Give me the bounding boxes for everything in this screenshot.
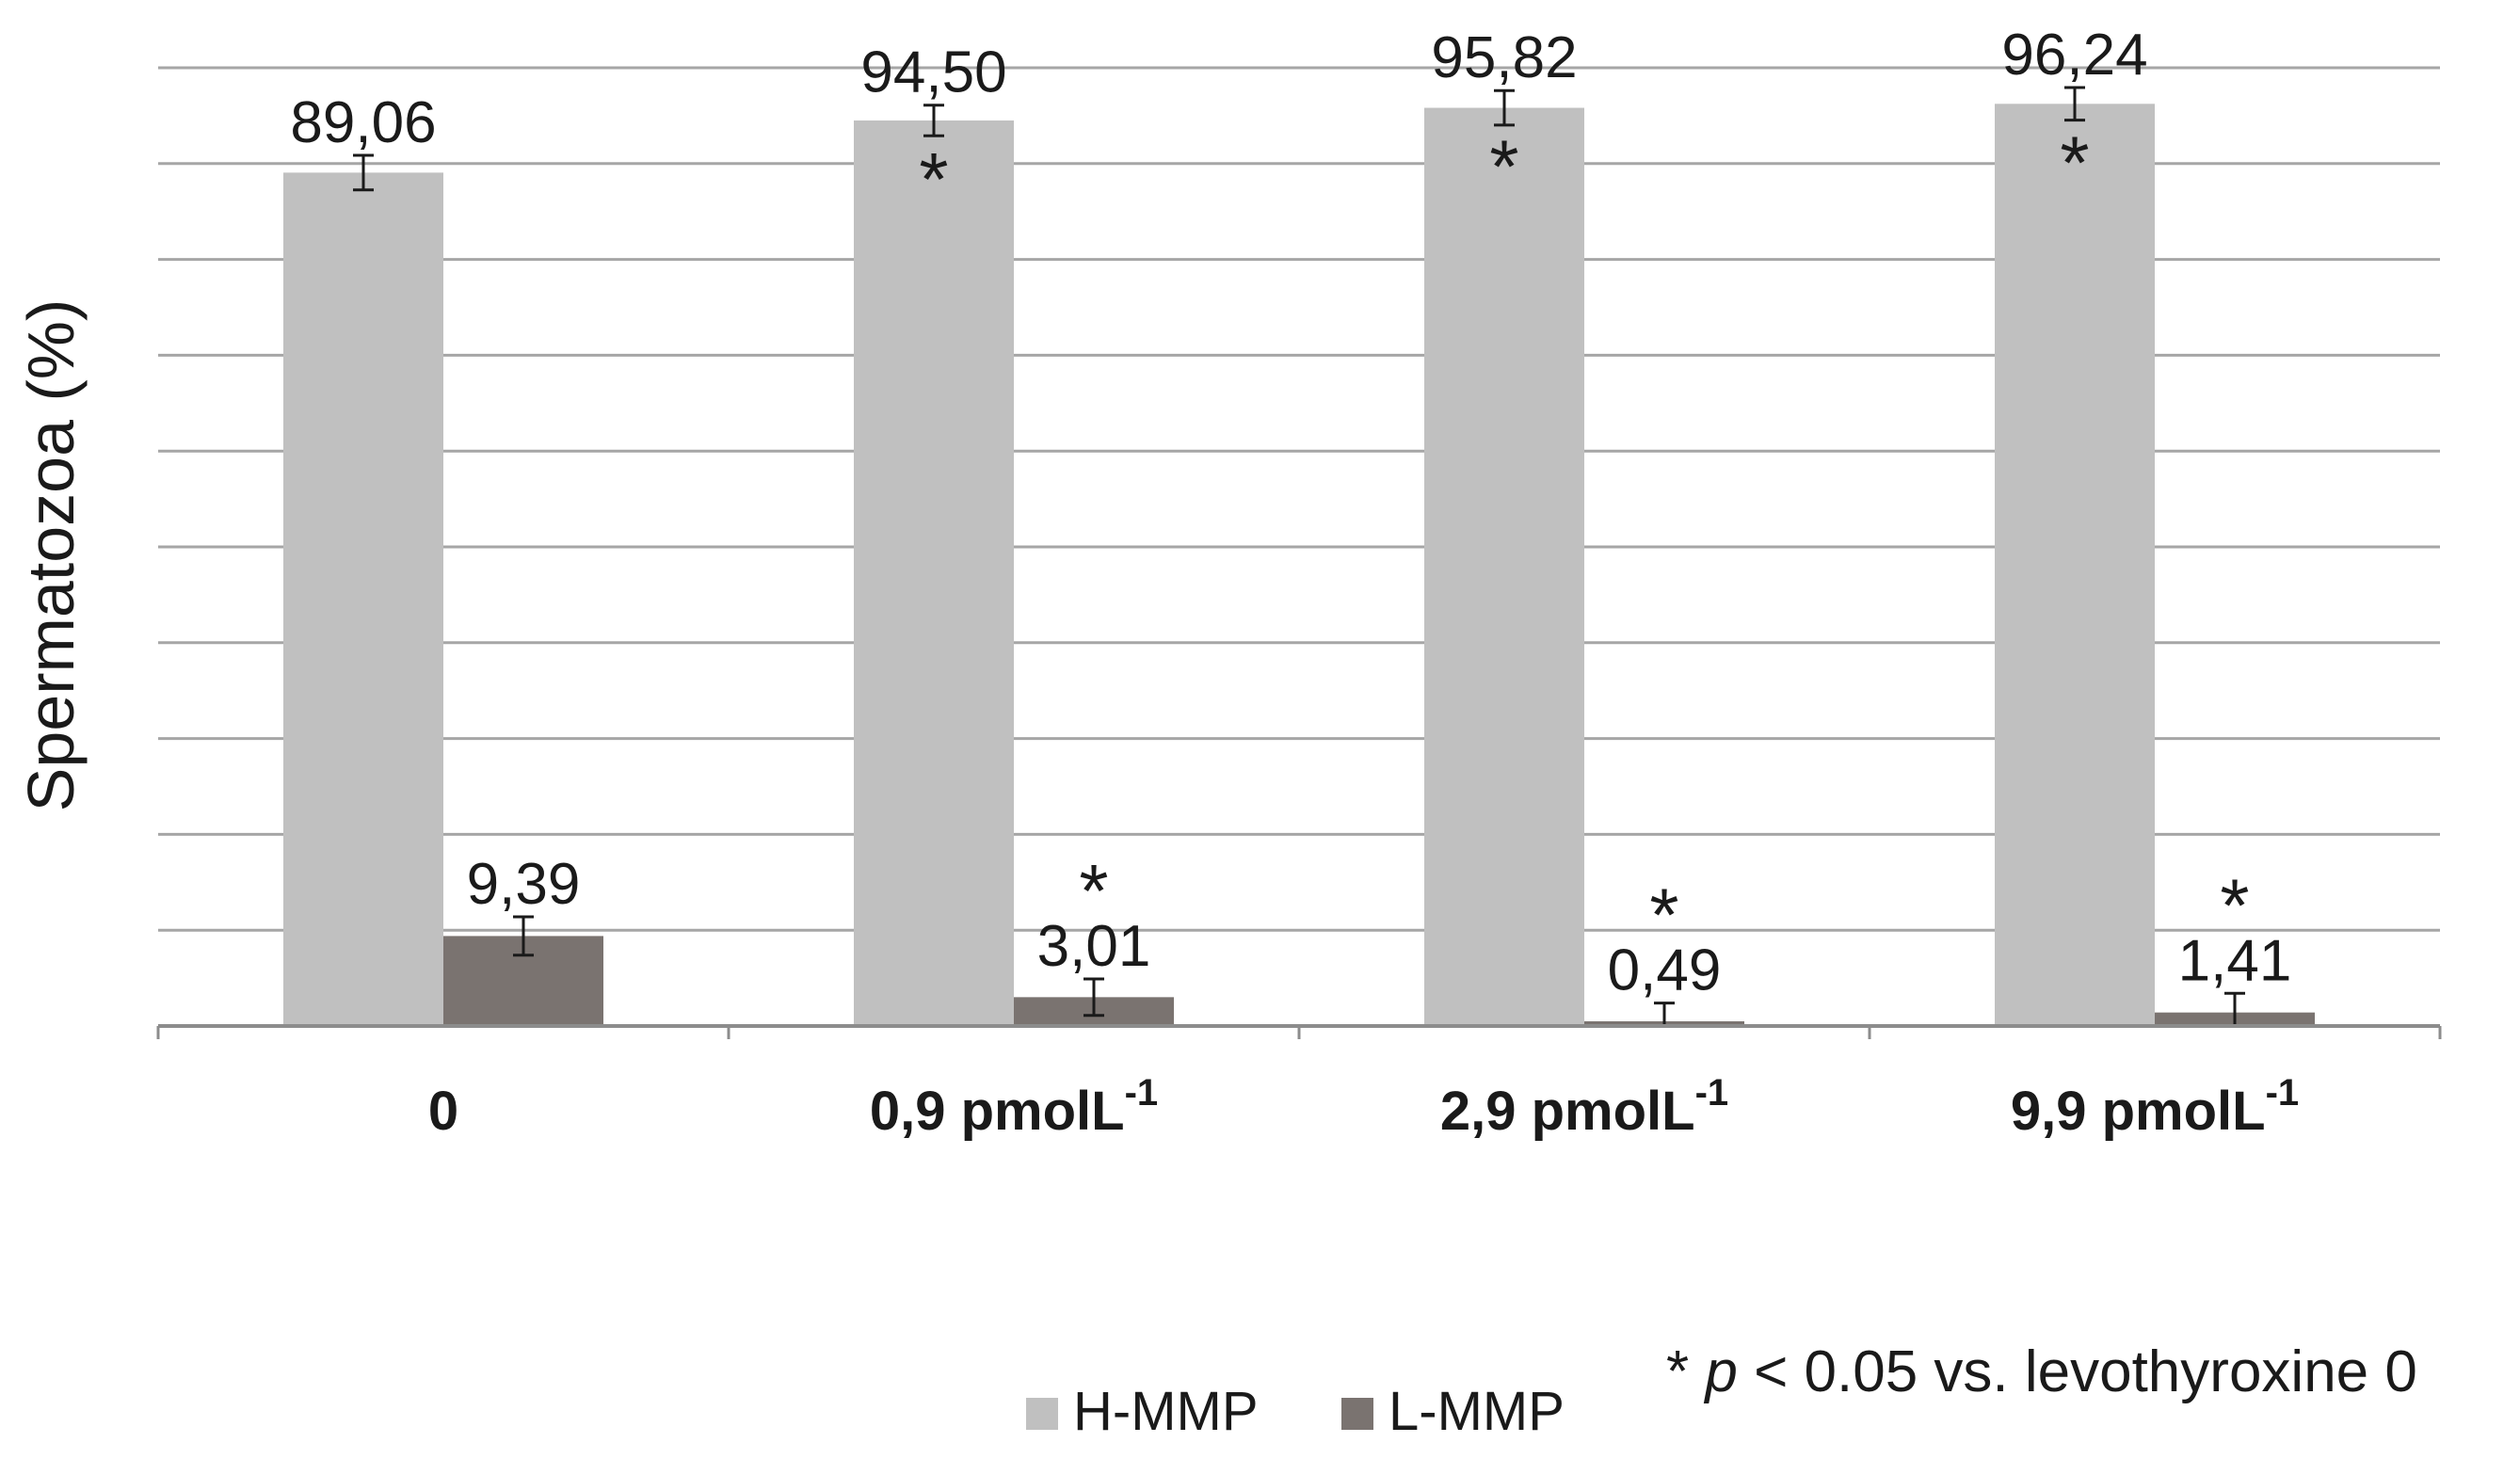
error-bar bbox=[2064, 86, 2085, 122]
x-axis bbox=[156, 1024, 2442, 1039]
data-labels: 89,069,3994,50*3,01*95,82*0,49*96,24*1,4… bbox=[290, 23, 2291, 1003]
gridlines bbox=[158, 66, 2440, 932]
legend-label-l-mmp: L-MMP bbox=[1388, 1381, 1565, 1442]
bar-h-mmp-0 bbox=[283, 172, 443, 1026]
category-labels: 0 0,9 pmolL-1 2,9 pmolL-1 9,9 pmolL-1 bbox=[428, 1072, 2299, 1142]
significance-marker: * bbox=[1489, 125, 1518, 209]
significance-marker: * bbox=[2220, 863, 2249, 947]
y-axis-label: Spermatozoa (%) bbox=[14, 299, 88, 812]
bars bbox=[283, 86, 2315, 1028]
bar-h-mmp-1 bbox=[854, 120, 1014, 1027]
significance-marker: * bbox=[1649, 874, 1678, 957]
data-label: 95,82 bbox=[1431, 25, 1577, 90]
legend-swatch-h-mmp bbox=[1026, 1398, 1058, 1430]
significance-note-prefix: * bbox=[1666, 1339, 1705, 1404]
data-label: 3,01 bbox=[1037, 914, 1151, 979]
data-label: 1,41 bbox=[2178, 928, 2292, 993]
error-bar bbox=[1494, 88, 1515, 127]
bar-h-mmp-2 bbox=[1424, 107, 1584, 1027]
significance-marker: * bbox=[919, 137, 948, 221]
bar-h-mmp-3 bbox=[1995, 104, 2155, 1027]
data-label: 0,49 bbox=[1608, 938, 1722, 1003]
error-bar bbox=[513, 915, 534, 957]
data-label: 94,50 bbox=[860, 40, 1006, 105]
category-label: 9,9 pmolL-1 bbox=[2011, 1072, 2299, 1142]
legend-label-h-mmp: H-MMP bbox=[1073, 1381, 1259, 1442]
significance-note-text: < 0.05 vs. levothyroxine 0 bbox=[1738, 1339, 2417, 1404]
data-label: 89,06 bbox=[290, 90, 436, 155]
data-label: 9,39 bbox=[467, 852, 581, 917]
legend: H-MMP L-MMP bbox=[1026, 1381, 1565, 1442]
error-bar bbox=[923, 104, 944, 137]
data-label: 96,24 bbox=[2001, 23, 2147, 88]
category-label: 0,9 pmolL-1 bbox=[870, 1072, 1158, 1142]
category-label: 2,9 pmolL-1 bbox=[1440, 1072, 1728, 1142]
error-bar bbox=[353, 153, 374, 192]
legend-swatch-l-mmp bbox=[1341, 1398, 1373, 1430]
significance-note-p: p bbox=[1703, 1339, 1737, 1404]
significance-marker: * bbox=[1079, 849, 1108, 933]
error-bar bbox=[1083, 977, 1104, 1018]
significance-note: * p < 0.05 vs. levothyroxine 0 bbox=[1666, 1339, 2417, 1404]
category-label: 0 bbox=[428, 1081, 458, 1142]
significance-marker: * bbox=[2060, 120, 2089, 204]
